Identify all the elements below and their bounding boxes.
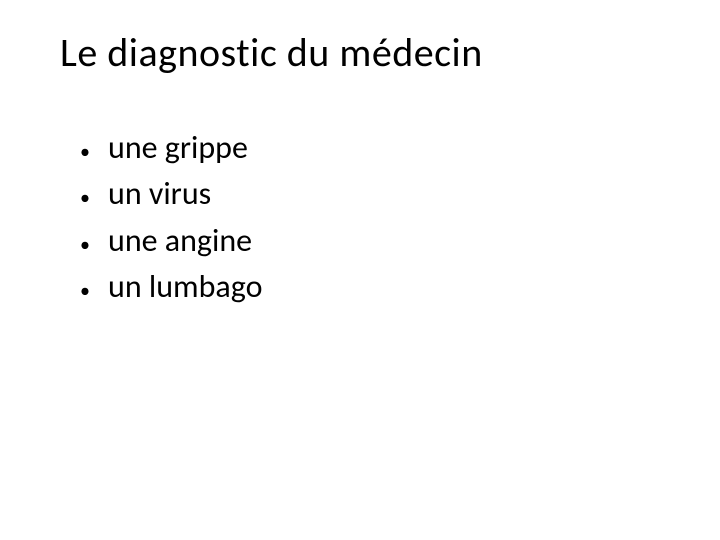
list-item: • un virus <box>80 171 660 217</box>
list-item: • un lumbago <box>80 264 660 310</box>
list-item: • une angine <box>80 218 660 264</box>
bullet-marker: • <box>80 231 108 260</box>
list-item-text: une grippe <box>108 125 660 171</box>
slide-title: Le diagnostic du médecin <box>60 28 660 77</box>
bullet-marker: • <box>80 138 108 167</box>
list-item-text: un lumbago <box>108 264 660 310</box>
list-item: • une grippe <box>80 125 660 171</box>
list-item-text: un virus <box>108 171 660 217</box>
bullet-marker: • <box>80 277 108 306</box>
list-item-text: une angine <box>108 218 660 264</box>
bullet-marker: • <box>80 184 108 213</box>
bullet-list: • une grippe • un virus • une angine • u… <box>60 125 660 311</box>
